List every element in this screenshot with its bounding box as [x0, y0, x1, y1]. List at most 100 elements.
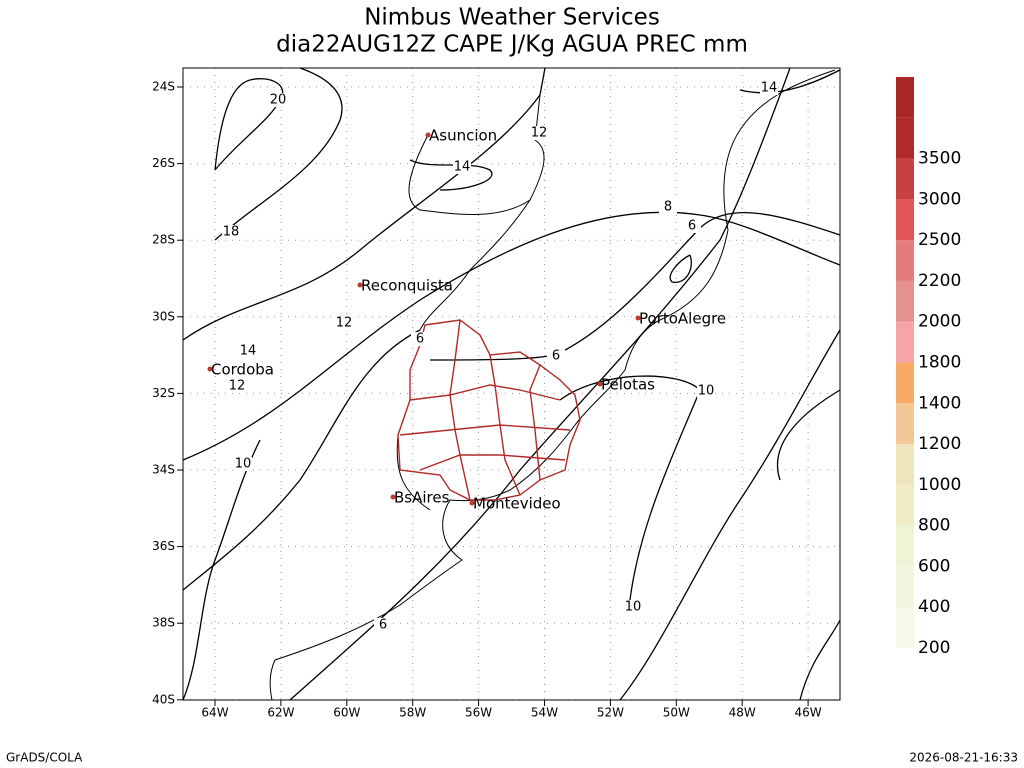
y-tick-label: 30S	[152, 309, 175, 323]
colorbar-label: 2000	[918, 312, 961, 332]
contour	[182, 329, 421, 591]
x-tick-label: 52W	[597, 706, 624, 720]
y-tick-label: 26S	[152, 156, 175, 170]
contour	[182, 439, 261, 701]
contour-label: 8	[664, 200, 672, 215]
contour-label: 6	[416, 332, 424, 347]
footer-right: 2026-08-21-16:33	[909, 751, 1018, 765]
city-label: Montevideo	[473, 495, 561, 513]
contour-label: 10	[625, 600, 642, 615]
y-tick-label: 24S	[152, 80, 175, 94]
contour	[214, 67, 343, 241]
y-tick-label: 38S	[152, 616, 175, 630]
contour-label: 10	[235, 457, 252, 472]
colorbar-label: 1400	[918, 393, 961, 413]
contour-labels: 20 12 14 18 8 6 12 14 12 6 6 10 10 10 6 14	[222, 81, 778, 633]
city-dot	[390, 494, 396, 500]
contour-label-bg	[239, 344, 257, 358]
colorbar-top	[896, 77, 914, 118]
x-tick-label: 56W	[465, 706, 492, 720]
contour-label-bg	[335, 316, 353, 330]
contour	[739, 69, 841, 94]
colorbar-label: 1200	[918, 434, 961, 454]
contour	[182, 211, 841, 461]
city-label: PortoAlegre	[639, 310, 726, 328]
colorbar-box	[896, 321, 914, 363]
x-tick-label: 54W	[531, 706, 558, 720]
y-tick-label: 34S	[152, 463, 175, 477]
colorbar-label: 3500	[918, 149, 961, 169]
colorbar-label: 2500	[918, 230, 961, 250]
city-dot	[597, 381, 603, 387]
colorbar-box	[896, 199, 914, 241]
contour	[776, 389, 841, 701]
contour-label-bg	[697, 384, 715, 398]
colorbar-box	[896, 240, 914, 281]
contour-label: 6	[552, 349, 560, 364]
contour-label-bg	[624, 600, 642, 614]
colorbar-label: 2200	[918, 271, 961, 291]
contour	[289, 67, 791, 701]
contour-label-bg	[234, 457, 252, 471]
contour-label-bg	[222, 225, 240, 239]
contour	[214, 78, 284, 171]
cities: Asuncion Reconquista Cordoba PortoAlegre Pel…	[207, 127, 726, 513]
subtitle: dia22AUG12Z CAPE J/Kg AGUA PREC mm	[276, 32, 748, 58]
city-label: Reconquista	[361, 277, 453, 295]
river	[396, 199, 531, 511]
city-dot	[207, 366, 213, 372]
x-tick-label: 46W	[795, 706, 822, 720]
border	[397, 319, 581, 501]
colorbar-box	[896, 158, 914, 200]
x-tick-label: 60W	[333, 706, 360, 720]
contour-label-bg	[659, 200, 677, 214]
contour	[619, 329, 841, 701]
colorbar-box	[896, 566, 914, 608]
frame	[182, 67, 841, 701]
city-dot	[469, 500, 475, 506]
coastline	[269, 69, 836, 701]
colorbar-label: 1000	[918, 475, 961, 495]
contour	[429, 211, 841, 361]
contour	[409, 159, 493, 191]
y-tick-label: 40S	[152, 692, 175, 706]
grid: 64W 62W 60W 58W 56W 54W 52W 50W 48W 46W 24S 26S 28S 3…	[152, 68, 840, 720]
city-dot	[635, 315, 641, 321]
city-dot	[425, 132, 431, 138]
title: Nimbus Weather Services	[364, 5, 660, 31]
colorbar-box	[896, 362, 914, 404]
x-tick-label: 58W	[399, 706, 426, 720]
colorbar-label: 800	[918, 516, 950, 536]
colorbar-label: 400	[918, 597, 950, 617]
contour-label: 12	[336, 316, 353, 331]
city-label: BsAires	[394, 489, 450, 507]
colorbar-box	[896, 280, 914, 322]
colorbar-label: 3000	[918, 189, 961, 209]
city-label: Asuncion	[429, 127, 497, 145]
city-dot	[357, 282, 363, 288]
contour-label-bg	[411, 332, 429, 346]
contour-label: 12	[229, 379, 246, 394]
city-label: Pelotas	[601, 376, 655, 394]
x-tick-label: 48W	[729, 706, 756, 720]
colorbar-box	[896, 444, 914, 485]
contour-label-bg	[374, 618, 392, 632]
colorbar-box	[896, 403, 914, 445]
contour-label: 12	[531, 126, 548, 141]
contour-label-bg	[228, 379, 246, 393]
colorbar-box	[896, 607, 914, 648]
contour-label-bg	[760, 81, 778, 95]
y-tick-label: 32S	[152, 386, 175, 400]
y-tick-label: 28S	[152, 233, 175, 247]
colorbar-box	[896, 525, 914, 567]
contour	[182, 67, 546, 341]
contour-label: 14	[240, 344, 257, 359]
colorbar-label: 600	[918, 556, 950, 576]
contour-label: 20	[270, 93, 287, 108]
contour-label: 14	[761, 81, 778, 96]
contour	[669, 254, 692, 283]
contour-label-bg	[453, 160, 471, 174]
x-tick-label: 62W	[267, 706, 294, 720]
contour-label: 18	[223, 225, 240, 240]
